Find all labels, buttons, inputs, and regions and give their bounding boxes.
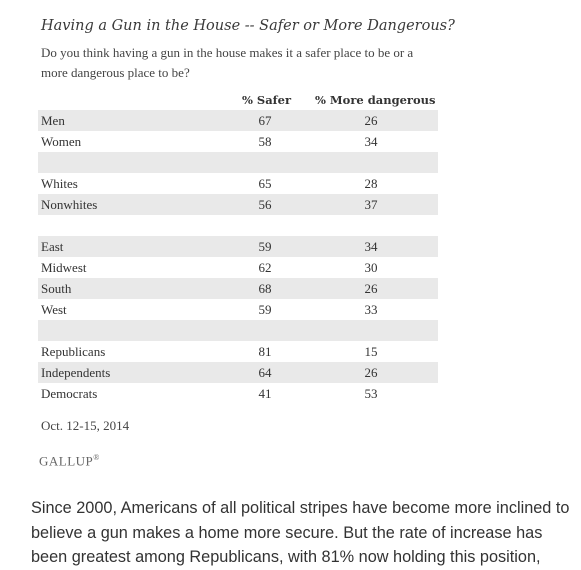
value-safer: 58 — [258, 134, 272, 149]
table-row: Democrats 41 53 — [38, 383, 438, 404]
chart-title: Having a Gun in the House -- Safer or Mo… — [41, 18, 455, 34]
value-more-dangerous: 34 — [364, 239, 378, 254]
table-row: West 59 33 — [38, 299, 438, 320]
table-row: East 59 34 — [38, 236, 438, 257]
row-label: Midwest — [41, 260, 87, 275]
value-more-dangerous: 28 — [364, 176, 378, 191]
value-safer: 65 — [258, 176, 272, 191]
table-header: % Safer % More dangerous — [38, 90, 438, 110]
registered-mark: ® — [93, 453, 100, 462]
table-row-spacer — [38, 215, 438, 236]
value-more-dangerous: 30 — [364, 260, 378, 275]
table-row: Midwest 62 30 — [38, 257, 438, 278]
value-more-dangerous: 37 — [364, 197, 378, 212]
row-label: South — [41, 281, 72, 296]
table-row: Men 67 26 — [38, 110, 438, 131]
row-label: Women — [41, 134, 82, 149]
row-label: West — [41, 302, 67, 317]
table-row: Women 58 34 — [38, 131, 438, 152]
value-more-dangerous: 33 — [364, 302, 378, 317]
article-paragraph: Since 2000, Americans of all political s… — [31, 499, 570, 566]
value-more-dangerous: 53 — [364, 386, 378, 401]
row-label: Republicans — [41, 344, 106, 359]
gallup-logo: GALLUP® — [39, 453, 100, 469]
value-more-dangerous: 26 — [364, 365, 378, 380]
row-label: Nonwhites — [41, 197, 98, 212]
value-safer: 41 — [258, 386, 272, 401]
value-safer: 64 — [258, 365, 272, 380]
row-label: Men — [41, 113, 65, 128]
table-row: Nonwhites 56 37 — [38, 194, 438, 215]
value-more-dangerous: 34 — [364, 134, 378, 149]
value-safer: 56 — [258, 197, 272, 212]
value-safer: 59 — [258, 239, 272, 254]
row-label: Independents — [41, 365, 111, 380]
row-label: Democrats — [41, 386, 98, 401]
value-safer: 62 — [258, 260, 272, 275]
value-more-dangerous: 26 — [364, 113, 378, 128]
table-body: Men 67 26 Women 58 34 Whites 65 28 Nonwhites 56 37 E… — [38, 110, 438, 404]
value-more-dangerous: 15 — [364, 344, 378, 359]
gallup-logo-text: GALLUP — [39, 453, 94, 469]
value-safer: 81 — [258, 344, 272, 359]
survey-date: Oct. 12-15, 2014 — [41, 418, 130, 433]
chart-subtitle: Do you think having a gun in the house m… — [41, 45, 414, 80]
column-header-safer: % Safer — [242, 93, 292, 107]
data-table: % Safer % More dangerous Men 67 26 Women 58 3… — [38, 90, 438, 404]
value-safer: 67 — [258, 113, 272, 128]
table-row: Republicans 81 15 — [38, 341, 438, 362]
value-safer: 59 — [258, 302, 272, 317]
table-row: Independents 64 26 — [38, 362, 438, 383]
column-header-more-dangerous: % More dangerous — [315, 93, 436, 107]
row-label: Whites — [41, 176, 78, 191]
table-row-spacer — [38, 320, 438, 341]
table-row-spacer — [38, 152, 438, 173]
value-safer: 68 — [258, 281, 272, 296]
table-row: Whites 65 28 — [38, 173, 438, 194]
row-label: East — [41, 239, 64, 254]
table-row: South 68 26 — [38, 278, 438, 299]
value-more-dangerous: 26 — [364, 281, 378, 296]
